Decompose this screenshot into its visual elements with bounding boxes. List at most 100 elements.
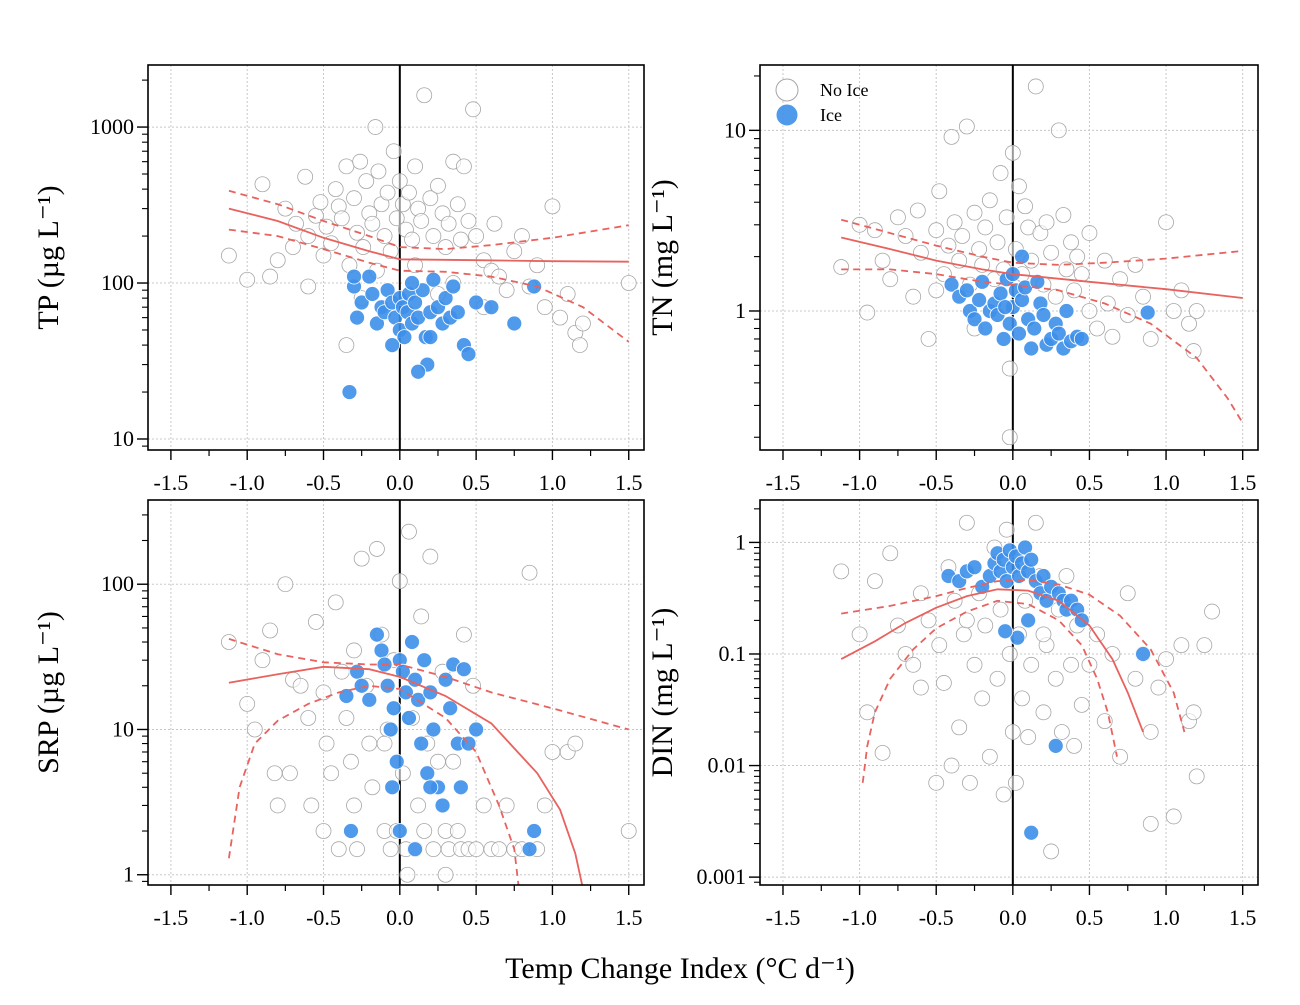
point-no-ice [1181, 315, 1197, 332]
point-no-ice [1112, 748, 1128, 765]
point-no-ice [413, 213, 430, 229]
point-no-ice [475, 797, 492, 814]
point-no-ice [269, 797, 286, 814]
point-no-ice [430, 753, 446, 770]
point-no-ice [1127, 670, 1144, 687]
y-tick-label: 1 [735, 298, 746, 323]
tp-fit-lower [228, 228, 630, 343]
point-ice [452, 779, 469, 796]
point-no-ice [1058, 261, 1075, 278]
point-no-ice [851, 216, 868, 233]
point-no-ice [1185, 704, 1202, 721]
point-no-ice [349, 841, 365, 858]
x-tick-label: 1.5 [1229, 470, 1257, 495]
srp-y-axis-label: SRP (µg L⁻¹) [32, 611, 65, 774]
x-tick-label: 1.0 [539, 470, 567, 495]
point-ice [506, 315, 523, 332]
point-no-ice [315, 247, 332, 264]
point-no-ice [369, 541, 385, 557]
din-points [833, 514, 1220, 860]
point-no-ice [955, 626, 972, 643]
x-tick-label: 0.0 [999, 905, 1027, 930]
point-ice [1026, 320, 1043, 337]
point-no-ice [1053, 724, 1070, 740]
point-no-ice [1055, 207, 1072, 223]
point-no-ice [572, 337, 588, 353]
point-no-ice [437, 239, 454, 255]
point-no-ice [376, 228, 393, 244]
x-tick-label: -1.0 [230, 905, 265, 930]
point-no-ice [425, 841, 442, 858]
point-ice [1029, 273, 1046, 290]
point-no-ice [981, 192, 998, 209]
point-no-ice [992, 165, 1009, 181]
point-no-ice [277, 576, 294, 593]
point-no-ice [1038, 214, 1055, 231]
point-ice [1035, 568, 1052, 584]
y-tick-label: 0.1 [719, 641, 747, 666]
point-ice [353, 294, 370, 311]
point-no-ice [567, 735, 584, 752]
point-no-ice [514, 228, 530, 244]
point-no-ice [239, 271, 256, 288]
point-no-ice [920, 612, 937, 629]
x-tick-label: -0.5 [306, 905, 341, 930]
srp-fit-upper [228, 638, 629, 731]
point-no-ice [297, 168, 314, 185]
legend-ice-marker [775, 103, 799, 127]
point-no-ice [552, 309, 568, 326]
point-ice [379, 677, 396, 694]
point-no-ice [445, 753, 462, 770]
point-no-ice [460, 213, 477, 229]
point-no-ice [285, 239, 301, 255]
point-ice [422, 329, 439, 346]
point-ice [958, 282, 975, 299]
din-fits [840, 579, 1186, 783]
point-no-ice [254, 176, 271, 193]
point-no-ice [333, 210, 350, 227]
point-no-ice [833, 563, 850, 580]
point-no-ice [468, 228, 485, 244]
point-no-ice [1204, 603, 1220, 620]
point-ice [1023, 340, 1040, 357]
point-no-ice [1043, 843, 1060, 860]
point-no-ice [882, 545, 899, 562]
point-no-ice [1173, 637, 1190, 654]
point-no-ice [931, 637, 948, 654]
point-ice [997, 623, 1014, 640]
point-no-ice [379, 184, 396, 201]
tn-fits [840, 218, 1244, 424]
point-no-ice [859, 704, 876, 721]
point-no-ice [1142, 331, 1159, 347]
point-no-ice [1058, 568, 1075, 584]
x-tick-label: 0.5 [1076, 905, 1104, 930]
point-ice [468, 721, 485, 738]
point-no-ice [303, 797, 320, 814]
point-no-ice [318, 218, 335, 235]
point-no-ice [266, 765, 283, 782]
point-no-ice [364, 779, 381, 796]
point-no-ice [410, 797, 427, 814]
point-no-ice [292, 677, 309, 694]
point-ice [404, 634, 420, 650]
point-no-ice [367, 119, 384, 135]
din-y-axis-label: DIN (mg L⁻¹) [646, 608, 679, 778]
tp-y-axis-label: TP (µg L⁻¹) [32, 185, 65, 329]
point-no-ice [498, 797, 515, 814]
x-tick-label: -1.0 [842, 905, 877, 930]
point-no-ice [1063, 656, 1079, 673]
point-no-ice [1119, 585, 1136, 602]
y-tick-label: 0.001 [697, 864, 747, 889]
point-ice [460, 346, 477, 363]
tp-fits [228, 189, 630, 343]
point-no-ice [966, 204, 983, 221]
din-fit-upper [841, 579, 1186, 733]
point-no-ice [300, 710, 317, 726]
x-tick-label: 1.0 [539, 905, 567, 930]
point-no-ice [246, 721, 263, 738]
point-no-ice [928, 282, 945, 299]
point-no-ice [946, 214, 963, 231]
point-no-ice [1020, 729, 1037, 745]
point-no-ice [385, 143, 402, 160]
point-no-ice [269, 252, 286, 269]
